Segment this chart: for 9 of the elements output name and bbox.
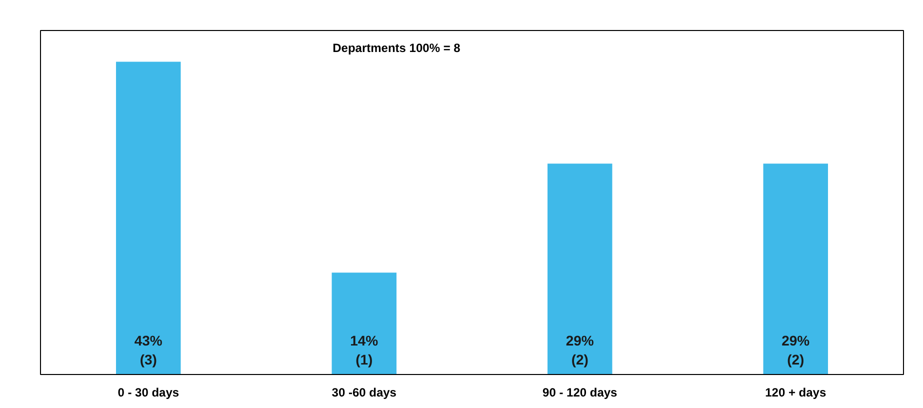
x-tick-label: 120 + days (765, 386, 826, 400)
x-tick-label: 90 - 120 days (542, 386, 618, 400)
data-label: 14% (1) (350, 332, 379, 368)
x-tick-label: 30 -60 days (332, 386, 397, 400)
data-label: 29% (2) (782, 332, 810, 368)
data-label: 43% (3) (134, 332, 163, 368)
data-label: 29% (2) (566, 332, 594, 368)
chart-title: Departments 100% = 8 (332, 40, 461, 55)
x-tick-label: 0 - 30 days (118, 386, 180, 400)
